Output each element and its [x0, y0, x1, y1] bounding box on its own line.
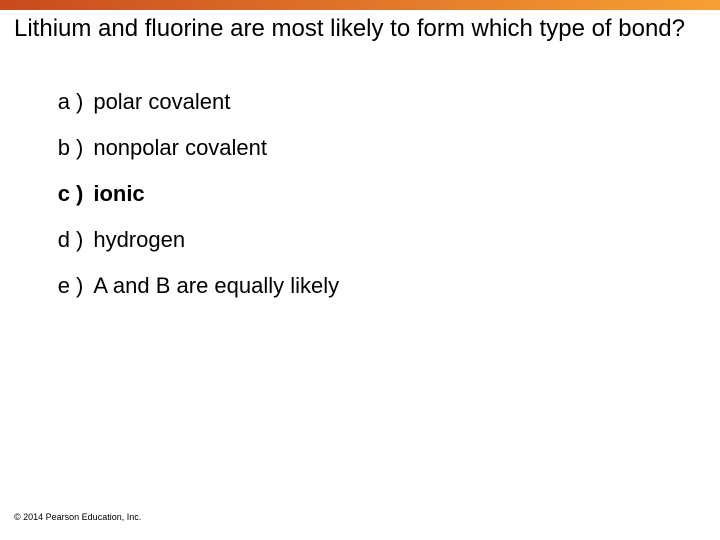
option-letter: d	[48, 227, 76, 253]
option-text: nonpolar covalent	[93, 135, 267, 161]
option-text: polar covalent	[93, 89, 230, 115]
option-paren: )	[76, 135, 93, 161]
copyright-text: © 2014 Pearson Education, Inc.	[14, 512, 141, 522]
option-b: b) nonpolar covalent	[48, 135, 720, 161]
option-text: ionic	[93, 181, 144, 207]
option-letter: b	[48, 135, 76, 161]
top-accent-bar	[0, 0, 720, 10]
option-letter: c	[48, 181, 76, 207]
option-paren: )	[76, 181, 93, 207]
option-d: d) hydrogen	[48, 227, 720, 253]
option-text: A and B are equally likely	[93, 273, 339, 299]
option-text: hydrogen	[93, 227, 185, 253]
option-c: c) ionic	[48, 181, 720, 207]
option-letter: a	[48, 89, 76, 115]
option-letter: e	[48, 273, 76, 299]
option-paren: )	[76, 89, 93, 115]
options-list: a) polar covalent b) nonpolar covalent c…	[0, 44, 720, 299]
option-paren: )	[76, 227, 93, 253]
option-paren: )	[76, 273, 93, 299]
option-a: a) polar covalent	[48, 89, 720, 115]
option-e: e) A and B are equally likely	[48, 273, 720, 299]
question-text: Lithium and fluorine are most likely to …	[0, 10, 720, 44]
